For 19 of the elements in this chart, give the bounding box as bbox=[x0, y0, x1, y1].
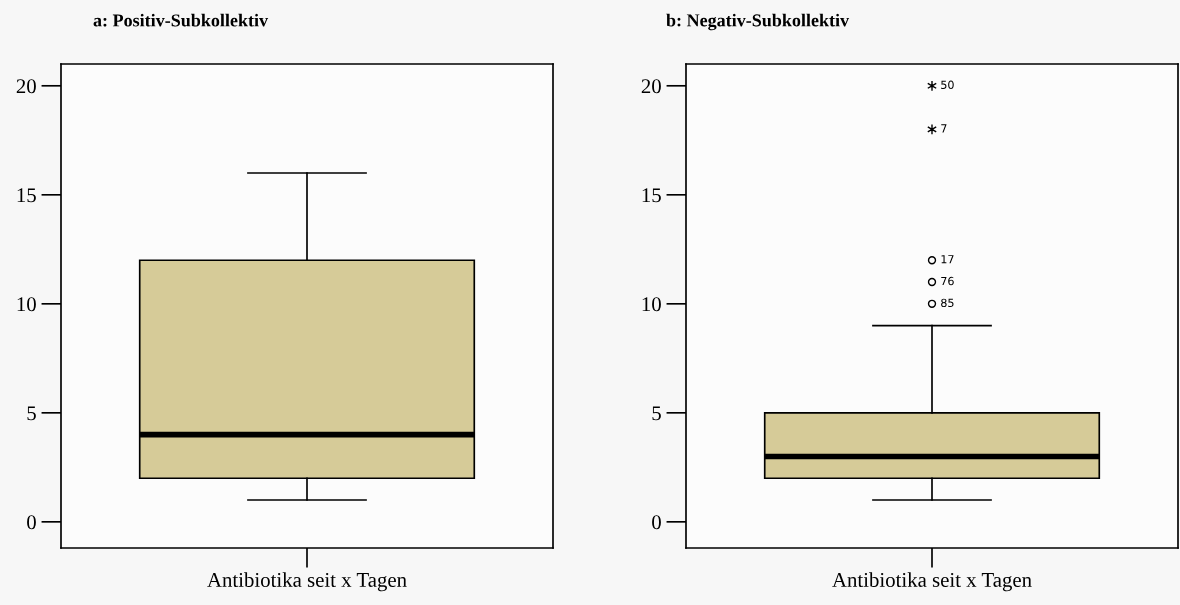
y-tick-label: 10 bbox=[642, 297, 661, 312]
y-tick-label: 0 bbox=[652, 515, 661, 530]
y-tick-label: 15 bbox=[17, 188, 36, 203]
x-tick-label: Antibiotika seit x Tagen bbox=[832, 572, 1032, 592]
y-tick-label: 20 bbox=[641, 79, 661, 94]
annotation: 17 bbox=[941, 255, 954, 264]
x-tick-label: Antibiotika seit x Tagen bbox=[207, 572, 407, 592]
y-tick-label: 15 bbox=[642, 188, 661, 203]
chart-title: a: Positiv-Subkollektiv bbox=[93, 13, 269, 27]
y-tick-label: 5 bbox=[652, 406, 661, 421]
y-tick-label: 10 bbox=[17, 297, 36, 312]
y-tick-label: 5 bbox=[27, 406, 36, 421]
annotation: 50 bbox=[941, 80, 954, 90]
annotation: 76 bbox=[941, 276, 954, 286]
chart-title: b: Negativ-Subkollektiv bbox=[666, 13, 850, 31]
y-tick-label: 20 bbox=[16, 79, 36, 94]
y-tick-label: 0 bbox=[27, 515, 36, 530]
annotation: 7 bbox=[941, 124, 947, 133]
annotation: 85 bbox=[941, 298, 954, 308]
